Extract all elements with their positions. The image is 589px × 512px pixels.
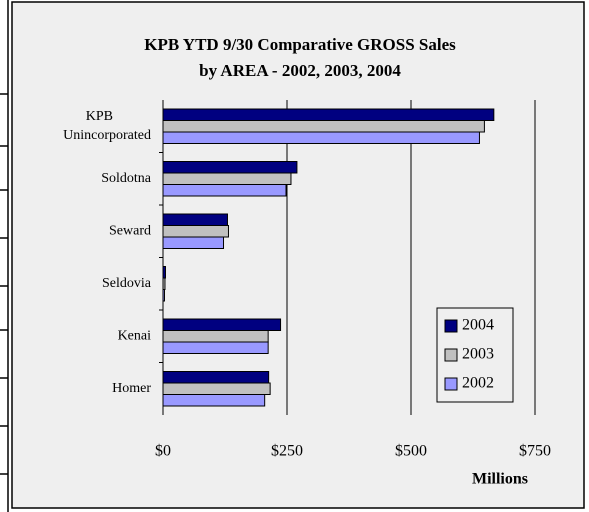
legend-swatch xyxy=(444,377,458,391)
chart-title: KPB YTD 9/30 Comparative GROSS Sales xyxy=(144,35,456,54)
y-tick-label: KPB Unincorporated xyxy=(63,109,151,143)
bar xyxy=(162,161,298,174)
bar xyxy=(162,108,495,121)
bar xyxy=(162,318,282,331)
bar xyxy=(162,289,165,302)
legend-label: 2004 xyxy=(462,317,494,334)
bar xyxy=(162,382,271,395)
x-axis-label: Millions xyxy=(472,471,528,488)
legend-label: 2002 xyxy=(462,375,494,392)
bar xyxy=(162,172,292,185)
legend-label: 2003 xyxy=(462,346,494,363)
y-tick-label: Homer xyxy=(112,381,151,396)
x-tick-label: $250 xyxy=(271,443,303,460)
bar xyxy=(162,120,485,133)
bar xyxy=(162,184,287,197)
bar xyxy=(162,236,225,249)
x-tick-label: $500 xyxy=(395,443,427,460)
side-strip xyxy=(0,0,10,512)
y-tick-label: Soldotna xyxy=(101,171,152,186)
bar xyxy=(162,277,166,290)
x-tick-label: $0 xyxy=(155,443,171,460)
bar xyxy=(162,131,480,144)
side-table-lines xyxy=(0,0,9,512)
legend-swatch xyxy=(444,348,458,362)
bar xyxy=(162,266,166,279)
x-tick-label: $750 xyxy=(519,443,551,460)
chart-frame xyxy=(11,1,585,509)
bar xyxy=(162,394,266,407)
bar xyxy=(162,330,269,343)
chart-subtitle: by AREA - 2002, 2003, 2004 xyxy=(199,61,401,80)
bar xyxy=(162,213,228,226)
legend-swatch xyxy=(444,319,458,333)
bar xyxy=(162,225,229,238)
y-tick-label: Seward xyxy=(109,223,151,238)
bar xyxy=(162,341,269,354)
bar xyxy=(162,371,270,384)
y-tick-label: Seldovia xyxy=(102,276,152,291)
y-tick-label: Kenai xyxy=(118,328,152,343)
